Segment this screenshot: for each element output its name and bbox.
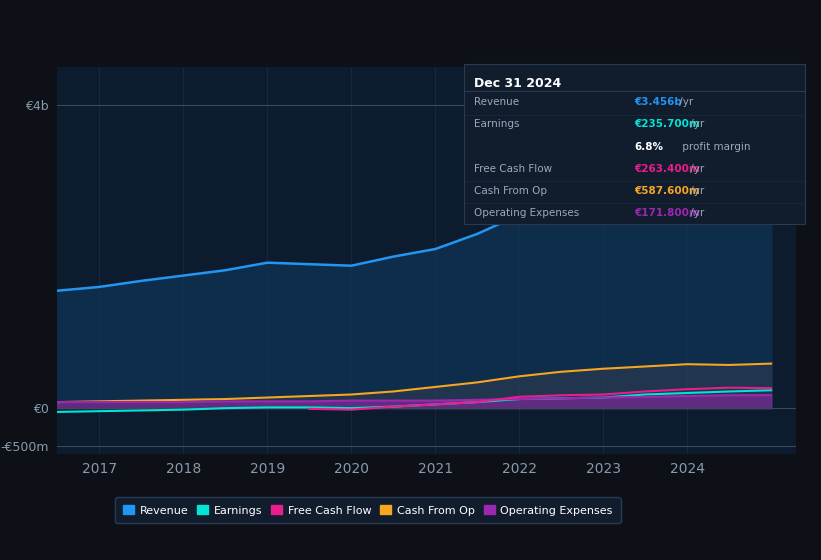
Text: €3.456b: €3.456b [635,97,682,108]
Text: /yr: /yr [687,208,704,218]
Text: €235.700m: €235.700m [635,119,700,129]
Text: Free Cash Flow: Free Cash Flow [474,164,552,174]
Text: Dec 31 2024: Dec 31 2024 [474,77,561,90]
Text: €171.800m: €171.800m [635,208,700,218]
Text: /yr: /yr [687,164,704,174]
Text: /yr: /yr [687,186,704,196]
Text: 6.8%: 6.8% [635,142,663,152]
Text: profit margin: profit margin [680,142,751,152]
Text: /yr: /yr [676,97,693,108]
Text: €587.600m: €587.600m [635,186,700,196]
Text: Cash From Op: Cash From Op [474,186,547,196]
Text: €263.400m: €263.400m [635,164,700,174]
Text: Earnings: Earnings [474,119,519,129]
Text: Operating Expenses: Operating Expenses [474,208,579,218]
Text: /yr: /yr [687,119,704,129]
Text: Revenue: Revenue [474,97,519,108]
Legend: Revenue, Earnings, Free Cash Flow, Cash From Op, Operating Expenses: Revenue, Earnings, Free Cash Flow, Cash … [115,497,621,524]
